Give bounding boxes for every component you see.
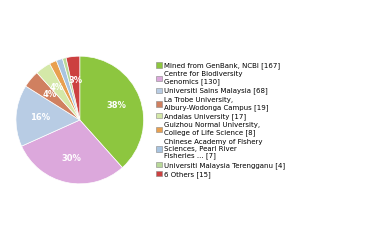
Wedge shape [66, 56, 80, 120]
Wedge shape [16, 86, 80, 146]
Wedge shape [26, 73, 80, 120]
Text: 38%: 38% [107, 101, 127, 110]
Text: 4%: 4% [50, 83, 64, 92]
Wedge shape [56, 59, 80, 120]
Text: 30%: 30% [62, 154, 81, 163]
Text: 4%: 4% [42, 90, 57, 99]
Wedge shape [37, 64, 80, 120]
Wedge shape [50, 61, 80, 120]
Wedge shape [62, 58, 80, 120]
Wedge shape [22, 120, 122, 184]
Text: 16%: 16% [30, 113, 51, 122]
Legend: Mined from GenBank, NCBI [167], Centre for Biodiversity
Genomics [130], Universi: Mined from GenBank, NCBI [167], Centre f… [156, 62, 285, 178]
Text: 3%: 3% [68, 76, 82, 85]
Wedge shape [80, 56, 144, 168]
